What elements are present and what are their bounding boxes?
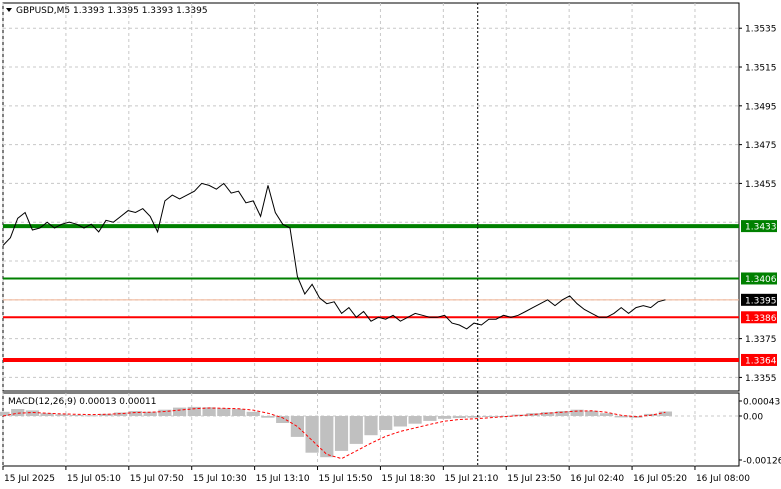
macd-bar	[25, 410, 39, 416]
time-tick-label: 15 Jul 10:30	[193, 474, 247, 484]
macd-bar	[143, 411, 157, 416]
macd-tick-label: -0.00126	[743, 457, 781, 467]
macd-bar	[452, 416, 466, 419]
macd-bar	[128, 411, 143, 416]
price-tag-label: 1.3386	[745, 314, 777, 324]
time-tick-label: 16 Jul 02:40	[570, 474, 624, 484]
macd-bar	[408, 416, 422, 424]
price-series	[2, 182, 666, 330]
macd-bar	[393, 416, 407, 427]
price-tag	[741, 272, 777, 285]
macd-bar	[158, 409, 172, 416]
main-grid	[2, 3, 739, 391]
macd-bar	[526, 413, 540, 416]
macd-bar	[496, 416, 511, 417]
macd-bar	[0, 411, 10, 416]
time-tick-label: 15 Jul 18:30	[381, 474, 435, 484]
macd-bar	[320, 416, 334, 458]
macd-bar	[84, 415, 98, 417]
time-tick-label: 15 Jul 23:50	[507, 474, 561, 484]
time-tick-label: 16 Jul 05:20	[633, 474, 687, 484]
macd-bar	[599, 413, 614, 416]
time-tick-label: 15 Jul 21:10	[444, 474, 498, 484]
current-price-label: 1.3395	[745, 296, 777, 306]
price-tick-label: 1.3375	[745, 335, 777, 345]
time-tick-label: 15 Jul 15:50	[319, 474, 373, 484]
macd-bar	[438, 416, 452, 419]
macd-bar	[423, 416, 437, 421]
macd-signal-line	[2, 407, 666, 460]
current-price-tag	[741, 293, 777, 306]
price-tag	[741, 353, 777, 366]
price-tag-label: 1.3364	[745, 356, 777, 366]
price-tag	[741, 220, 777, 233]
price-axis[interactable]: 1.3535 1.3515 1.3495 1.3475 1.3455 1.3433 1.34…	[739, 25, 777, 384]
macd-bar	[349, 416, 363, 444]
macd-bar	[614, 416, 628, 418]
price-line	[2, 182, 666, 330]
macd-bar	[570, 409, 584, 416]
time-axis[interactable]: 15 Jul 2025 15 Jul 05:10 15 Jul 07:50 15 Ju…	[2, 466, 750, 484]
macd-bar	[555, 411, 569, 416]
symbol-header: GBPUSD,M5 1.3393 1.3395 1.3393 1.3395	[16, 6, 208, 16]
macd-bar	[379, 416, 393, 430]
macd-bar	[276, 416, 290, 423]
macd-bar	[187, 406, 201, 416]
time-tick-label: 15 Jul 13:10	[256, 474, 310, 484]
symbol-dropdown-triangle-icon[interactable]	[6, 8, 12, 12]
macd-tick-label: 0.00	[743, 413, 763, 423]
macd-bar	[114, 412, 128, 416]
price-levels	[3, 224, 739, 362]
macd-bar	[70, 415, 84, 416]
price-tick-label: 1.3535	[745, 25, 777, 35]
macd-indicator	[0, 406, 672, 460]
macd-bar	[290, 416, 304, 437]
macd-bar	[511, 414, 525, 416]
macd-bar	[482, 416, 496, 417]
macd-bar	[305, 416, 319, 453]
macd-bar	[11, 409, 25, 416]
macd-bar	[173, 407, 187, 416]
price-tick-label: 1.3515	[745, 64, 777, 74]
macd-bar	[246, 411, 260, 416]
time-tick-label: 15 Jul 2025	[4, 474, 55, 484]
macd-bar	[467, 416, 481, 418]
macd-bar	[55, 414, 69, 416]
macd-bar	[364, 416, 378, 436]
time-tick-label: 15 Jul 07:50	[130, 474, 184, 484]
price-tick-label: 1.3475	[745, 141, 777, 151]
macd-bar	[658, 411, 672, 416]
macd-bar	[334, 416, 349, 451]
price-tag-label: 1.3433	[745, 223, 777, 233]
macd-tick-label: 0.00043	[743, 398, 780, 408]
macd-bar	[99, 413, 113, 416]
macd-bar	[40, 413, 54, 416]
price-tag-label: 1.3406	[745, 275, 777, 285]
macd-bar	[217, 408, 231, 416]
main-panel-frame	[2, 2, 740, 392]
macd-bar	[585, 410, 599, 416]
macd-bar	[202, 407, 216, 416]
macd-axis: 0.00043 0.00 -0.00126	[739, 398, 781, 467]
macd-title: MACD(12,26,9) 0.00013 0.00011	[8, 397, 157, 407]
price-tick-label: 1.3495	[745, 102, 777, 112]
price-tick-label: 1.3455	[745, 180, 777, 190]
macd-bar	[261, 416, 275, 418]
time-tick-label: 16 Jul 08:00	[696, 474, 750, 484]
price-tag	[741, 311, 777, 324]
macd-bar	[541, 412, 555, 416]
time-tick-label: 15 Jul 05:10	[67, 474, 121, 484]
price-tick-label: 1.3355	[745, 374, 777, 384]
macd-bar	[231, 409, 246, 416]
